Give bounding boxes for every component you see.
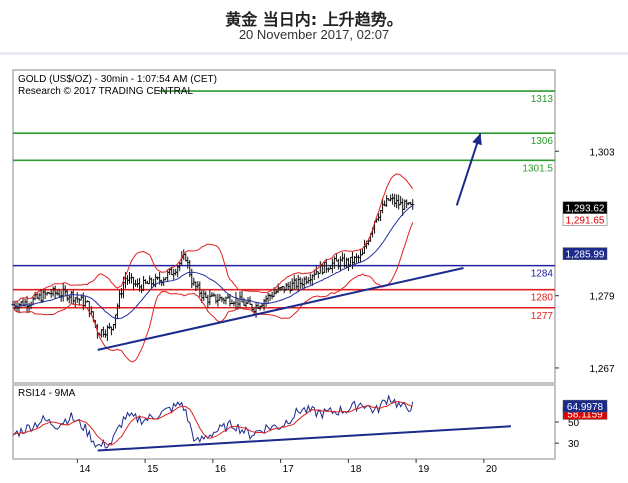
rsi-tick-label: 30 [568,439,580,450]
level-label-1284: 1284 [531,269,554,280]
level-label-1277: 1277 [531,311,554,322]
x-tick-label: 18 [350,464,362,475]
x-tick-label: 15 [147,464,159,475]
level-label-1313: 1313 [531,94,554,105]
rsi-line [12,394,414,449]
rsi-tick-label: 50 [568,418,580,429]
price-tag-box [562,213,608,226]
forecast-arrow-line [455,132,482,206]
level-label-1280: 1280 [531,293,554,304]
candle [411,199,415,210]
price-tick-label: 1,267 [589,364,614,375]
price-tick-label: 1,279 [589,292,614,303]
x-tick-label: 17 [283,464,295,475]
bollinger-lower [12,222,414,363]
page-title: 黄金 当日内: 上升趋势。 [225,10,403,29]
bollinger-upper [12,173,414,303]
level-label-1306: 1306 [531,136,554,147]
rsi-trendline [97,425,512,452]
x-tick-label: 19 [418,464,430,475]
x-tick-label: 16 [215,464,227,475]
rsi-tag-label: 58.1159 [567,409,603,420]
support-trendline [97,267,464,351]
price-tag-label: 1,291.65 [566,216,605,227]
price-tick-label: 1,303 [589,147,614,158]
level-label-1301.5: 1301.5 [522,163,553,174]
rsi-tag-label: 64.9978 [567,402,604,413]
price-tag-label: 1,285.99 [566,250,605,261]
rsi-label: RSI14 - 9MA [18,388,76,399]
chart-header-line2: Research © 2017 TRADING CENTRAL [18,86,193,97]
rsi-ma-line [12,401,413,446]
price-panel [12,69,556,384]
chart-header-line1: GOLD (US$/OZ) - 30min - 1:07:54 AM (CET) [18,74,217,85]
x-tick-label: 20 [486,464,498,475]
rsi-tag-box [562,399,608,413]
price-tag-box [562,247,608,260]
x-tick-label: 14 [79,464,91,475]
forecast-arrow-head [472,133,482,146]
page-subtitle: 20 November 2017, 02:07 [238,27,390,42]
rsi-panel [12,384,556,460]
price-tag-label: 1,293.62 [566,204,605,215]
moving-average [12,205,413,320]
title-separator [0,52,628,55]
